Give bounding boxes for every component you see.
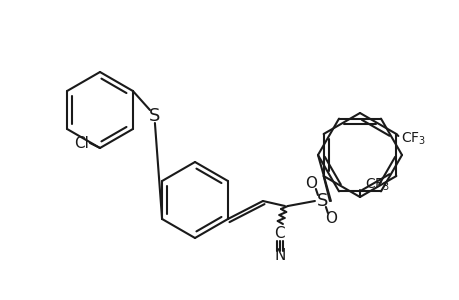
Text: O: O: [324, 212, 336, 226]
Text: N: N: [274, 248, 285, 263]
Text: O: O: [304, 176, 316, 190]
Text: CF$_3$: CF$_3$: [364, 177, 389, 193]
Text: Cl: Cl: [74, 136, 89, 151]
Text: C: C: [274, 226, 285, 242]
Text: CF$_3$: CF$_3$: [401, 131, 425, 147]
Text: S: S: [149, 107, 160, 125]
Text: S: S: [317, 192, 328, 210]
